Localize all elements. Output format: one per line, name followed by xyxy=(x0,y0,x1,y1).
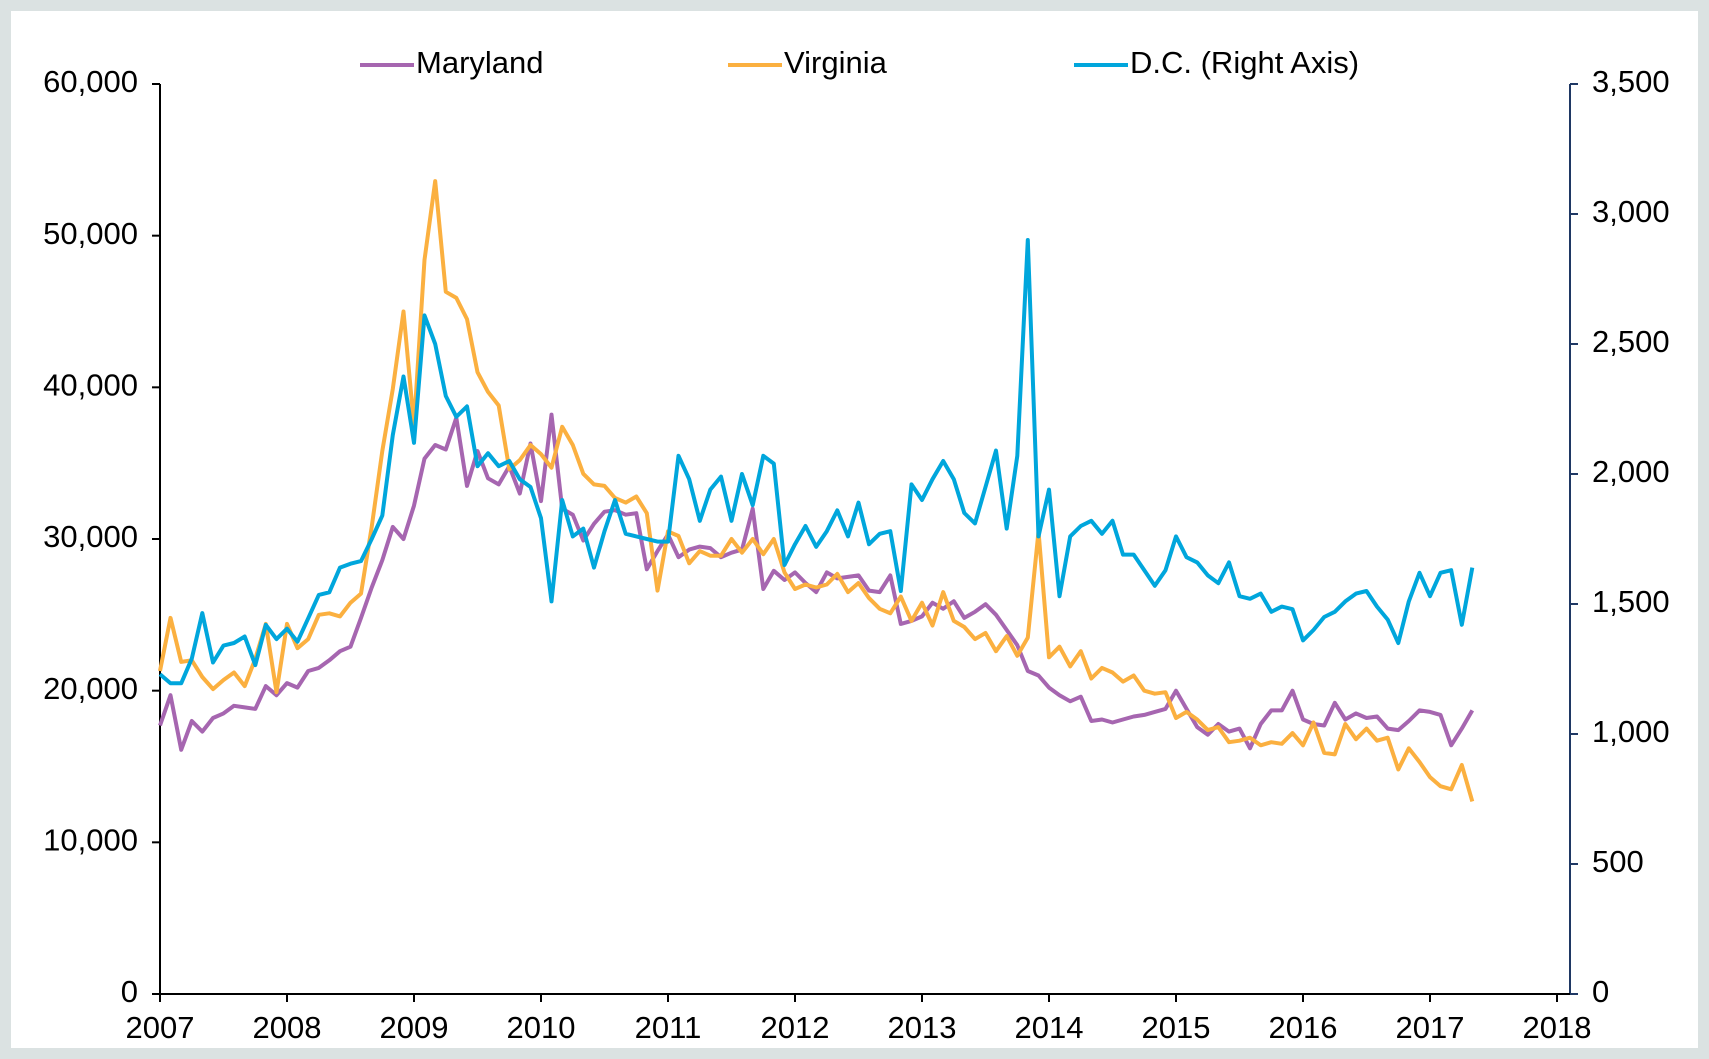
y-tick-label: 10,000 xyxy=(43,823,138,858)
x-tick-label: 2016 xyxy=(1269,1010,1338,1045)
y2-tick-label: 2,000 xyxy=(1592,454,1670,489)
series-line xyxy=(158,238,1475,686)
x-tick-label: 2009 xyxy=(380,1010,449,1045)
x-tick-label: 2011 xyxy=(635,1010,702,1045)
x-tick-label: 2014 xyxy=(1015,1010,1084,1045)
y-tick-label: 50,000 xyxy=(43,216,138,251)
background xyxy=(11,11,1698,1048)
y-tick-label: 30,000 xyxy=(43,519,138,554)
legend-label: D.C. (Right Axis) xyxy=(1130,45,1359,80)
y-tick-label: 0 xyxy=(121,974,138,1009)
x-tick-label: 2010 xyxy=(507,1010,576,1045)
y-tick-label: 40,000 xyxy=(43,368,138,403)
y2-tick-label: 1,500 xyxy=(1592,584,1670,619)
y2-tick-label: 1,000 xyxy=(1592,714,1670,749)
x-tick-label: 2017 xyxy=(1396,1010,1465,1045)
y2-tick-label: 3,500 xyxy=(1592,64,1670,99)
y2-tick-label: 0 xyxy=(1592,974,1609,1009)
series-line xyxy=(158,179,1475,802)
x-tick-label: 2008 xyxy=(253,1010,322,1045)
x-tick-label: 2013 xyxy=(888,1010,957,1045)
y2-tick-label: 3,000 xyxy=(1592,194,1670,229)
legend-label: Maryland xyxy=(416,45,544,80)
x-tick-label: 2007 xyxy=(126,1010,195,1045)
y-tick-label: 60,000 xyxy=(43,64,138,99)
y-tick-label: 20,000 xyxy=(43,671,138,706)
x-tick-label: 2012 xyxy=(761,1010,830,1045)
x-tick-label: 2015 xyxy=(1142,1010,1211,1045)
x-tick-label: 2018 xyxy=(1523,1010,1592,1045)
y2-tick-label: 2,500 xyxy=(1592,324,1670,359)
legend-label: Virginia xyxy=(784,45,888,80)
y2-tick-label: 500 xyxy=(1592,844,1644,879)
